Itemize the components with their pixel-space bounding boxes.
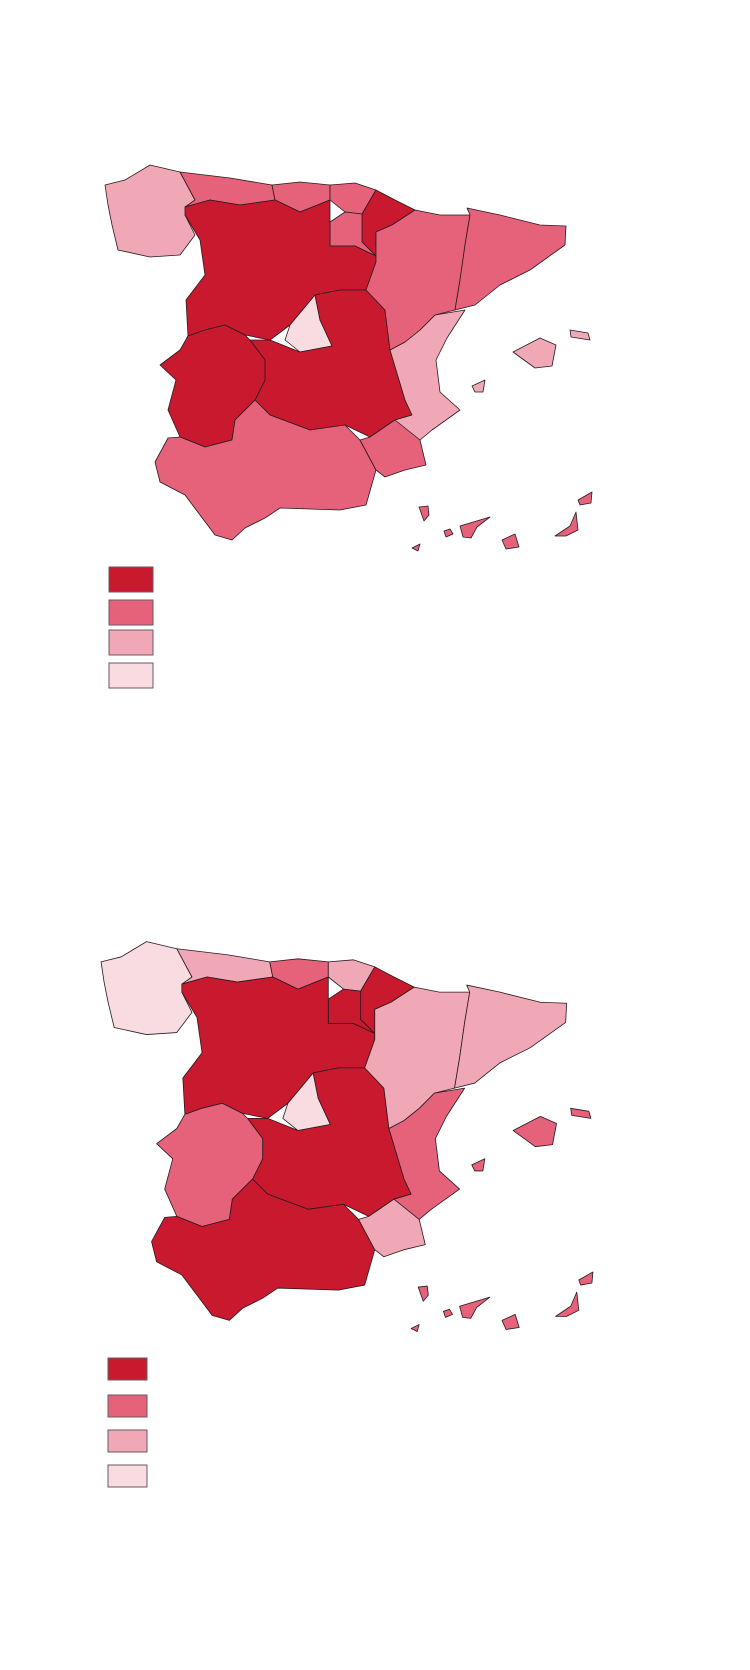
region-andalucia xyxy=(151,1178,376,1321)
region-galicia xyxy=(100,941,193,1035)
legend-swatch xyxy=(108,662,154,689)
region-canarias xyxy=(443,528,454,538)
region-valencia xyxy=(388,1087,466,1220)
legend-swatch xyxy=(107,1394,148,1418)
region-canarias xyxy=(410,1324,420,1332)
region-canarias xyxy=(443,1308,453,1318)
map-2 xyxy=(100,941,594,1332)
region-baleares xyxy=(569,329,591,341)
legend-swatch xyxy=(107,1429,148,1453)
region-canarias xyxy=(501,1313,520,1330)
legend-swatch xyxy=(108,566,154,593)
region-canarias xyxy=(418,505,430,522)
legend-swatch xyxy=(108,599,154,626)
legend-2 xyxy=(107,1357,148,1488)
region-baleares xyxy=(512,337,557,369)
region-canarias xyxy=(555,1291,580,1317)
region-canarias xyxy=(577,491,593,506)
region-baleares xyxy=(471,379,486,393)
legend-swatch xyxy=(107,1464,148,1488)
region-canarias xyxy=(554,511,579,537)
region-galicia xyxy=(104,164,196,258)
region-andalucia xyxy=(154,399,377,541)
region-baleares xyxy=(471,1158,486,1172)
region-canarias xyxy=(459,516,491,539)
region-baleares xyxy=(570,1107,592,1119)
region-canarias xyxy=(578,1271,594,1286)
region-baleares xyxy=(512,1115,557,1148)
region-cataluna xyxy=(454,984,568,1089)
map-1 xyxy=(104,164,593,552)
region-valencia xyxy=(389,309,466,441)
region-cataluna xyxy=(454,207,567,311)
region-canarias xyxy=(417,1285,429,1302)
legend-swatch xyxy=(107,1357,148,1381)
legend-1 xyxy=(108,566,154,689)
region-canarias xyxy=(411,543,421,552)
region-canarias xyxy=(459,1296,491,1319)
region-canarias xyxy=(501,533,520,550)
legend-swatch xyxy=(108,629,154,656)
